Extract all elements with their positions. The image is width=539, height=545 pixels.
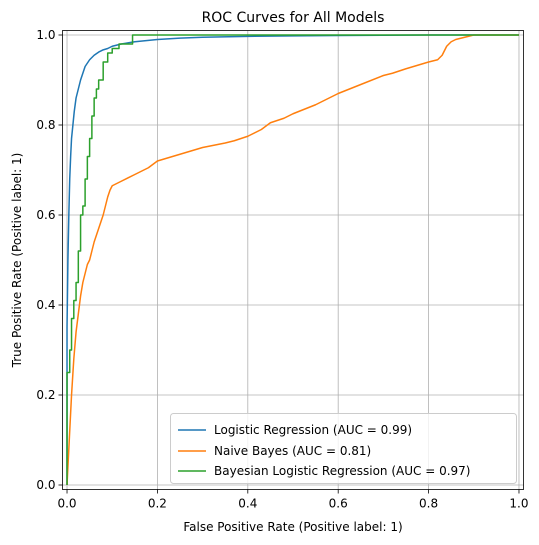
x-tick-label-3: 0.6 [329, 497, 348, 511]
x-axis-label: False Positive Rate (Positive label: 1) [183, 520, 402, 534]
series-line-2 [66, 34, 519, 485]
legend-frame [170, 413, 517, 484]
grid-lines [62, 30, 524, 490]
y-tick-label-1: 0.2 [36, 388, 55, 402]
y-tick-label-3: 0.6 [36, 208, 55, 222]
chart-title: ROC Curves for All Models [202, 10, 385, 26]
x-tick-label-0: 0.0 [57, 497, 76, 511]
plot-frame [62, 30, 524, 490]
legend-label-bayesian-logistic-regression: Bayesian Logistic Regression (AUC = 0.97… [214, 464, 471, 478]
legend-label-logistic-regression: Logistic Regression (AUC = 0.99) [214, 423, 412, 437]
x-tick-label-5: 1.0 [509, 497, 528, 511]
y-tick-label-4: 0.8 [36, 118, 55, 132]
axis-ticks: 0.0 0.2 0.4 0.6 0.8 1.0 0.0 0.2 0.4 0.6 0.8 1.0 [36, 28, 528, 511]
legend-label-naive-bayes: Naive Bayes (AUC = 0.81) [214, 444, 371, 458]
x-tick-label-1: 0.2 [148, 497, 167, 511]
series-line-1 [66, 34, 519, 486]
y-tick-label-5: 1.0 [36, 28, 55, 42]
x-tick-label-2: 0.4 [238, 497, 257, 511]
series-lines [66, 34, 519, 486]
x-tick-label-4: 0.8 [419, 497, 438, 511]
y-axis-label: True Positive Rate (Positive label: 1) [10, 153, 24, 369]
y-tick-label-0: 0.0 [36, 478, 55, 492]
y-tick-label-2: 0.4 [36, 298, 55, 312]
series-line-0 [66, 34, 519, 485]
legend: Logistic Regression (AUC = 0.99) Naive B… [170, 413, 517, 484]
